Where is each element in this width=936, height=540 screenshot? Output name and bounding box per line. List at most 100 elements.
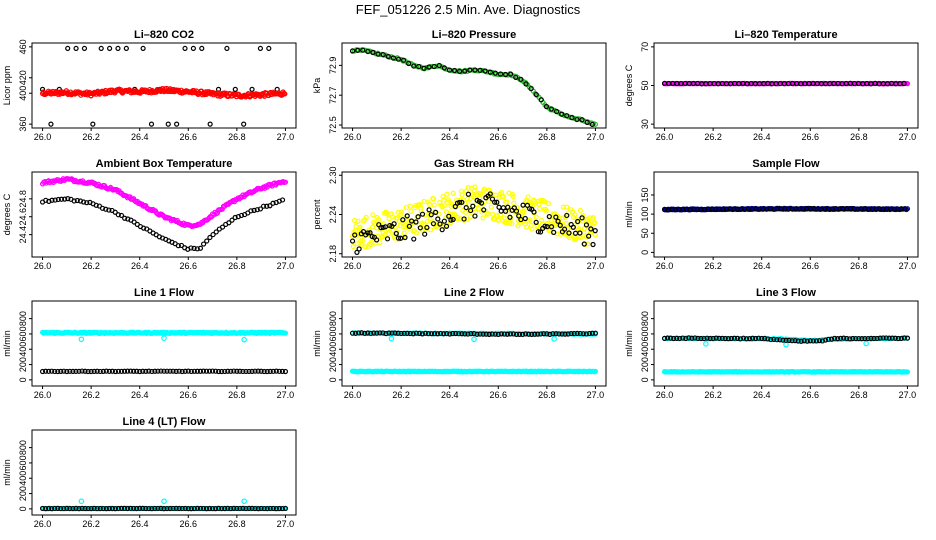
data-point [535, 229, 541, 235]
data-point [467, 207, 474, 214]
y-tick-label: 2.24 [328, 206, 338, 224]
data-point [182, 45, 188, 52]
data-point [73, 368, 79, 374]
data-point [252, 505, 258, 512]
data-point [574, 330, 580, 337]
y-axis-label: percent [312, 199, 322, 230]
data-point [570, 224, 576, 230]
data-point [52, 505, 58, 512]
data-point [149, 506, 155, 512]
data-point [542, 223, 548, 229]
data-point [560, 215, 566, 221]
data-point [533, 219, 539, 225]
data-point [354, 249, 360, 256]
data-point [73, 45, 79, 52]
panel-title: Line 1 Flow [134, 287, 194, 299]
data-point [516, 213, 522, 219]
data-point [115, 212, 121, 218]
data-point [152, 505, 158, 512]
data-point [424, 224, 430, 231]
data-point [459, 192, 465, 198]
series-pressure-green- [349, 47, 599, 127]
data-point [426, 207, 432, 213]
data-point [551, 229, 557, 235]
data-point [255, 368, 261, 374]
data-point [106, 368, 112, 374]
data-point [590, 241, 596, 248]
data-point [492, 199, 498, 205]
data-point [42, 368, 49, 374]
data-point [282, 330, 289, 336]
data-point [219, 505, 225, 512]
panel-co2: Li–820 CO2 26.0 26.2 26.4 26.6 26.8 27.0 360 400… [2, 29, 297, 142]
y-axis-label: degrees C [2, 193, 12, 235]
x-tick-label: 26.4 [131, 519, 149, 529]
data-point [825, 336, 832, 342]
y-tick-label: 24.8 [18, 190, 28, 208]
data-point [509, 221, 515, 227]
data-point [485, 199, 492, 205]
data-point [359, 330, 365, 336]
data-point [746, 336, 753, 342]
data-point [410, 331, 416, 337]
data-point [55, 505, 61, 511]
data-point [475, 205, 481, 211]
data-point [115, 45, 121, 52]
data-point [444, 191, 450, 197]
data-point [664, 335, 671, 341]
data-point [563, 220, 569, 227]
data-point [67, 505, 73, 512]
data-point [46, 368, 52, 374]
x-tick-label: 26.4 [441, 261, 459, 271]
data-point [426, 201, 433, 207]
data-point [400, 57, 407, 63]
data-point [377, 330, 383, 336]
y-tick-label: 200 [328, 357, 338, 372]
x-tick-label: 27.0 [277, 261, 295, 271]
data-point [191, 245, 197, 251]
data-point [768, 336, 774, 343]
data-point [55, 196, 61, 203]
data-point [487, 69, 493, 75]
data-point [411, 236, 417, 242]
data-point [502, 71, 509, 78]
data-point [216, 505, 222, 511]
data-point [93, 202, 99, 208]
y-axis-label: ml/min [312, 330, 322, 357]
data-point [445, 197, 452, 203]
data-point [240, 368, 246, 375]
data-point [502, 208, 509, 214]
data-point [561, 226, 568, 232]
data-point [828, 336, 835, 342]
data-point [722, 335, 728, 342]
data-point [759, 335, 765, 342]
y-tick-label: 0 [18, 377, 28, 382]
data-point [544, 331, 550, 337]
data-point [481, 207, 487, 213]
data-point [267, 203, 273, 209]
data-point [164, 368, 170, 374]
data-point [541, 331, 547, 337]
series-temp-black- [661, 80, 907, 87]
data-point [100, 368, 106, 375]
data-point [436, 62, 442, 69]
panel-licor-temp: Li–820 Temperature 26.0 26.2 26.4 26.6 26.8 27… [624, 29, 919, 142]
data-point [203, 368, 210, 374]
data-point [282, 505, 289, 512]
data-point [404, 330, 410, 336]
data-point [565, 331, 571, 337]
data-point [270, 200, 276, 206]
data-point [586, 221, 592, 227]
data-point [49, 506, 55, 512]
y-tick-label: 360 [18, 117, 28, 132]
x-tick-label: 26.8 [850, 261, 868, 271]
x-tick-label: 26.0 [656, 132, 674, 142]
data-point [200, 368, 207, 374]
data-point [58, 196, 65, 202]
data-point [483, 331, 489, 337]
data-point [535, 198, 541, 204]
data-point [85, 368, 91, 375]
data-point [463, 204, 469, 211]
data-point [816, 338, 822, 344]
data-point [771, 336, 777, 343]
